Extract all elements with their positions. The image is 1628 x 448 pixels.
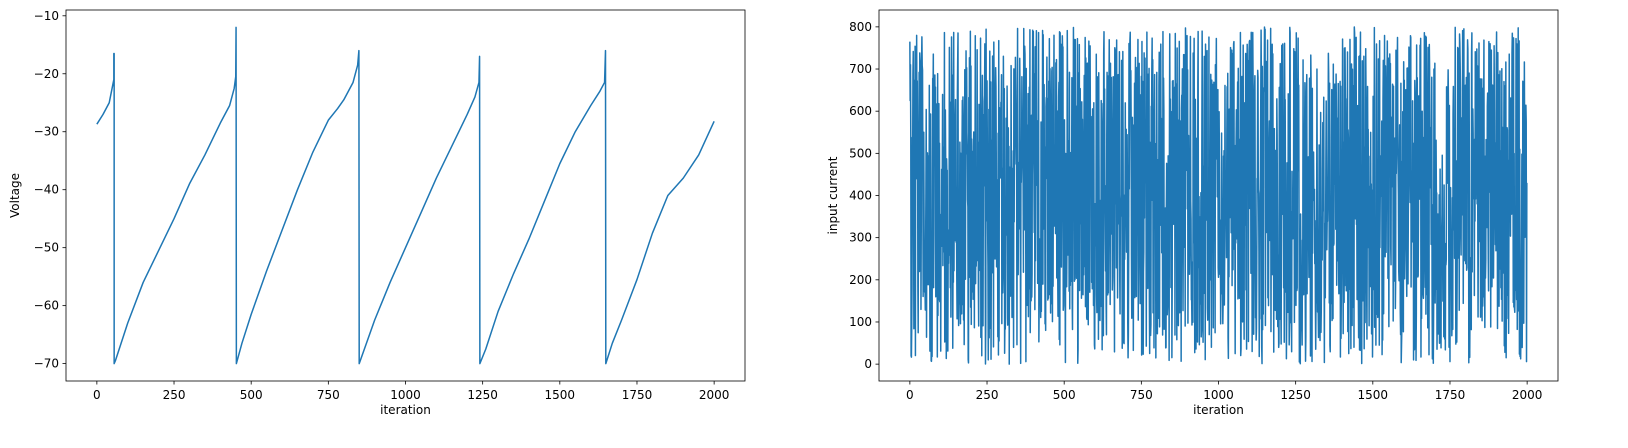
voltage-y-tick-label: −70	[34, 357, 59, 371]
voltage-series-line	[96, 26, 715, 365]
current-x-tick-label: 1250	[1280, 388, 1311, 402]
voltage-x-tick-label: 1000	[390, 388, 421, 402]
voltage-x-tick-label: 0	[93, 388, 101, 402]
voltage-x-tick-label: 500	[240, 388, 263, 402]
voltage-y-tick-label: −10	[34, 9, 59, 23]
current-y-tick-label: 600	[849, 104, 872, 118]
current-series-line	[909, 26, 1528, 365]
current-x-tick-label: 1750	[1435, 388, 1466, 402]
voltage-x-axis-label: iteration	[380, 403, 431, 417]
voltage-axes-frame	[65, 9, 746, 382]
current-y-tick-label: 100	[849, 315, 872, 329]
current-y-tick-label: 0	[864, 357, 872, 371]
current-x-tick-label: 1500	[1358, 388, 1389, 402]
input-current-subplot: 0 250 500 750 1000 1250 1500 1750 2000 0 100 200 300…	[826, 9, 1559, 417]
voltage-y-axis-label: Voltage	[8, 173, 22, 218]
current-y-tick-label: 300	[849, 231, 872, 245]
voltage-x-tick-label: 1750	[622, 388, 653, 402]
voltage-subplot: 0 250 500 750 1000 1250 1500 1750 2000 −70 −60 −50 −…	[8, 9, 746, 417]
current-x-tick-label: 2000	[1512, 388, 1543, 402]
voltage-y-tick-label: −30	[34, 125, 59, 139]
voltage-x-tick-label: 1500	[545, 388, 576, 402]
current-x-axis-label: iteration	[1193, 403, 1244, 417]
current-x-tick-label: 750	[1130, 388, 1153, 402]
current-x-tick-label: 0	[906, 388, 914, 402]
voltage-y-tick-label: −20	[34, 67, 59, 81]
current-y-tick-label: 800	[849, 20, 872, 34]
current-y-tick-label: 500	[849, 146, 872, 160]
voltage-x-tick-label: 1250	[467, 388, 498, 402]
voltage-x-tick-label: 2000	[699, 388, 730, 402]
voltage-y-tick-label: −50	[34, 241, 59, 255]
current-x-tick-label: 500	[1053, 388, 1076, 402]
current-x-tick-label: 1000	[1203, 388, 1234, 402]
current-x-tick-label: 250	[976, 388, 999, 402]
current-y-tick-label: 700	[849, 62, 872, 76]
current-y-tick-label: 400	[849, 189, 872, 203]
voltage-x-tick-label: 750	[317, 388, 340, 402]
voltage-x-tick-label: 250	[163, 388, 186, 402]
voltage-y-tick-label: −40	[34, 183, 59, 197]
voltage-y-tick-label: −60	[34, 299, 59, 313]
current-y-axis-label: input current	[826, 156, 840, 234]
current-y-tick-label: 200	[849, 273, 872, 287]
